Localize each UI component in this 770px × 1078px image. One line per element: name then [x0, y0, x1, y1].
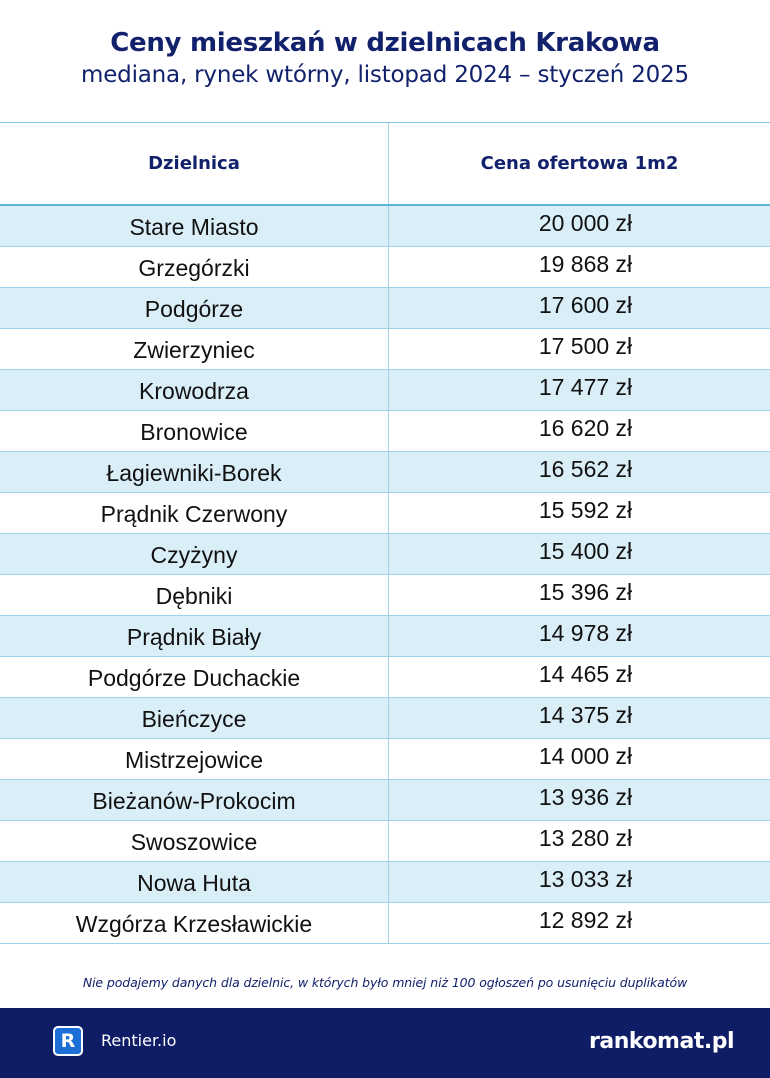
district-cell: Łagiewniki-Borek	[0, 452, 389, 492]
district-cell: Prądnik Biały	[0, 616, 389, 656]
price-cell: 13 280 zł	[538, 824, 633, 851]
district-cell: Nowa Huta	[0, 862, 389, 902]
footnote: Nie podajemy danych dla dzielnic, w któr…	[82, 975, 688, 990]
column-header-district: Dzielnica	[0, 123, 389, 204]
table-row: Prądnik Czerwony 15 592 zł	[0, 493, 770, 534]
table-row: Podgórze 17 600 zł	[0, 288, 770, 329]
price-cell: 15 400 zł	[538, 537, 633, 564]
price-cell: 17 600 zł	[538, 291, 633, 318]
price-cell: 15 592 zł	[538, 496, 633, 523]
price-cell: 17 477 zł	[538, 373, 633, 400]
table-row: Bieżanów-Prokocim 13 936 zł	[0, 780, 770, 821]
district-cell: Stare Miasto	[0, 206, 389, 246]
column-header-price: Cena ofertowa 1m2	[480, 153, 679, 174]
rentier-logo-icon: R	[53, 1026, 83, 1056]
table-header: Dzielnica Cena ofertowa 1m2	[0, 123, 770, 206]
price-cell: 17 500 zł	[538, 332, 633, 359]
district-cell: Podgórze Duchackie	[0, 657, 389, 697]
price-cell: 14 978 zł	[538, 619, 633, 646]
table-row: Bronowice 16 620 zł	[0, 411, 770, 452]
table-row: Bieńczyce 14 375 zł	[0, 698, 770, 739]
price-cell: 19 868 zł	[538, 250, 633, 277]
table-row: Łagiewniki-Borek 16 562 zł	[0, 452, 770, 493]
price-cell: 20 000 zł	[538, 209, 633, 236]
page-title: Ceny mieszkań w dzielnicach Krakowa	[110, 28, 660, 58]
price-cell: 16 620 zł	[538, 414, 633, 441]
table-body: Stare Miasto 20 000 zł Grzegórzki 19 868 zł…	[0, 206, 770, 944]
district-cell: Krowodrza	[0, 370, 389, 410]
price-cell: 13 936 zł	[538, 783, 633, 810]
table-row: Mistrzejowice 14 000 zł	[0, 739, 770, 780]
district-cell: Prądnik Czerwony	[0, 493, 389, 533]
district-cell: Grzegórzki	[0, 247, 389, 287]
page-subtitle: mediana, rynek wtórny, listopad 2024 – s…	[81, 62, 689, 88]
price-table: Dzielnica Cena ofertowa 1m2 Stare Miasto…	[0, 122, 770, 944]
price-cell: 13 033 zł	[538, 865, 633, 892]
district-cell: Podgórze	[0, 288, 389, 328]
table-row: Swoszowice 13 280 zł	[0, 821, 770, 862]
table-row: Czyżyny 15 400 zł	[0, 534, 770, 575]
district-cell: Zwierzyniec	[0, 329, 389, 369]
table-row: Nowa Huta 13 033 zł	[0, 862, 770, 903]
table-row: Zwierzyniec 17 500 zł	[0, 329, 770, 370]
district-cell: Czyżyny	[0, 534, 389, 574]
district-cell: Swoszowice	[0, 821, 389, 861]
price-cell: 12 892 zł	[538, 906, 633, 933]
district-cell: Bieżanów-Prokocim	[0, 780, 389, 820]
table-row: Dębniki 15 396 zł	[0, 575, 770, 616]
price-cell: 16 562 zł	[538, 455, 633, 482]
price-cell: 15 396 zł	[538, 578, 633, 605]
rankomat-logo: rankomat.pl	[589, 1029, 734, 1054]
table-row: Grzegórzki 19 868 zł	[0, 247, 770, 288]
district-cell: Mistrzejowice	[0, 739, 389, 779]
district-cell: Bronowice	[0, 411, 389, 451]
district-cell: Bieńczyce	[0, 698, 389, 738]
price-cell: 14 375 zł	[538, 701, 633, 728]
price-cell: 14 000 zł	[538, 742, 633, 769]
price-cell: 14 465 zł	[538, 660, 633, 687]
table-row: Krowodrza 17 477 zł	[0, 370, 770, 411]
table-row: Podgórze Duchackie 14 465 zł	[0, 657, 770, 698]
district-cell: Wzgórza Krzesławickie	[0, 903, 389, 943]
district-cell: Dębniki	[0, 575, 389, 615]
table-row: Stare Miasto 20 000 zł	[0, 206, 770, 247]
table-row: Wzgórza Krzesławickie 12 892 zł	[0, 903, 770, 944]
rentier-brand: Rentier.io	[101, 1031, 177, 1050]
table-row: Prądnik Biały 14 978 zł	[0, 616, 770, 657]
footer-bar: R Rentier.io rankomat.pl	[0, 1008, 770, 1078]
